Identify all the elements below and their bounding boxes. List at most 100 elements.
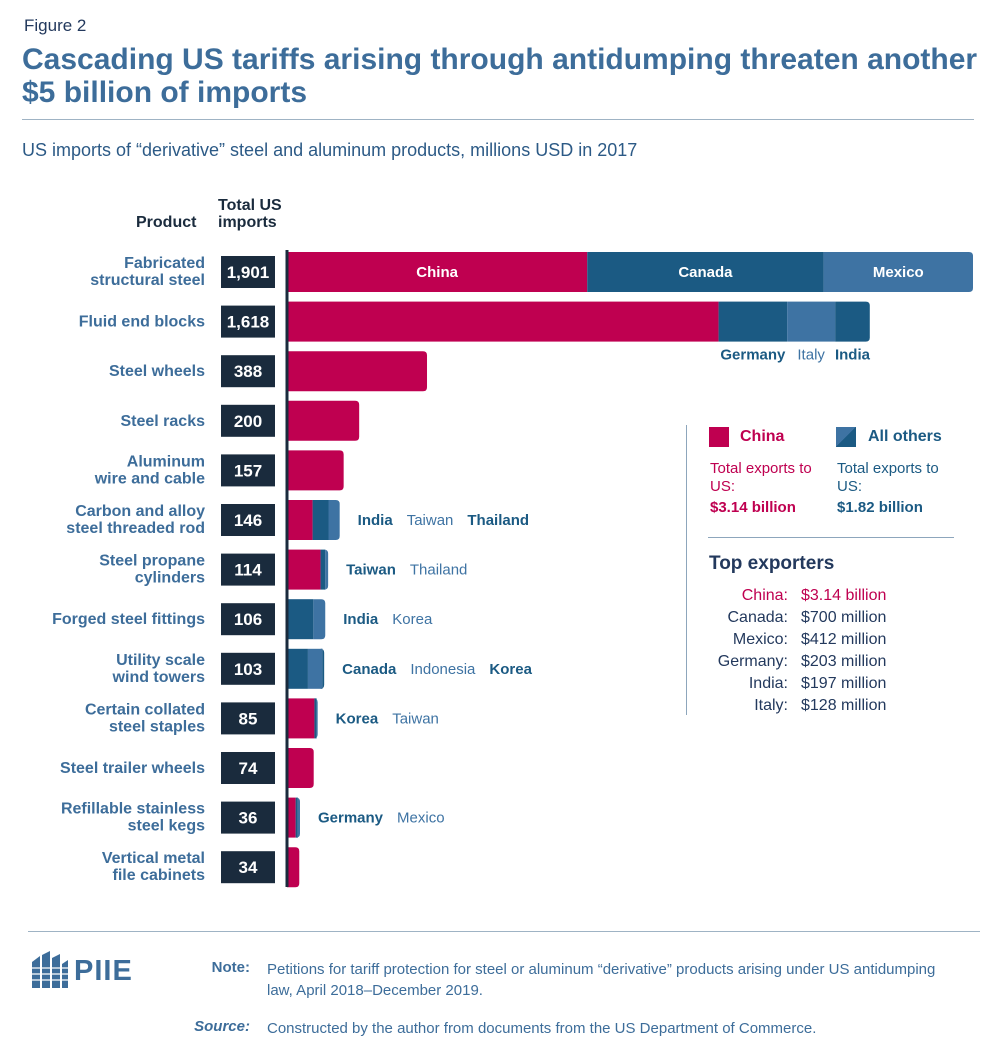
bar-segment	[328, 500, 340, 540]
top-exporter-value: $128 million	[801, 697, 887, 714]
product-label: structural steel	[90, 272, 205, 289]
bar-segment	[287, 252, 588, 292]
top-exporter-name: Canada:	[727, 609, 789, 626]
country-label: Taiwan	[392, 710, 439, 727]
country-label: Germany	[318, 810, 384, 827]
product-label: Steel wheels	[109, 363, 205, 380]
total-box	[221, 504, 275, 536]
total-value: 157	[234, 461, 262, 480]
bar-segment	[287, 648, 308, 689]
total-box	[221, 801, 275, 834]
figure-label: Figure 2	[24, 16, 87, 35]
total-value: 1,901	[227, 263, 270, 282]
total-value: 200	[234, 412, 262, 431]
bar-segment	[835, 301, 870, 342]
bar-segment	[295, 797, 298, 838]
total-box	[221, 752, 275, 784]
bar-segment	[287, 500, 313, 540]
total-value: 74	[239, 759, 258, 778]
segment-label: India	[835, 347, 871, 364]
total-value: 1,618	[227, 313, 270, 332]
source-text: Constructed by the author from documents…	[267, 1020, 817, 1037]
product-label: Steel trailer wheels	[60, 760, 205, 777]
product-label: wire and cable	[94, 470, 205, 487]
legend-sub-others: Total exports to US:	[837, 460, 939, 495]
legend-label-others: All others	[868, 428, 942, 445]
top-exporter-row: Germany: $203 million	[700, 653, 960, 675]
country-label: Korea	[489, 661, 532, 678]
country-label: Taiwan	[346, 562, 396, 579]
country-label: Korea	[336, 710, 379, 727]
product-label: Steel racks	[120, 413, 205, 430]
legend-divider	[686, 425, 687, 715]
country-label: Taiwan	[407, 512, 454, 529]
top-exporter-value: $3.14 billion	[801, 587, 887, 604]
source-key: Source:	[194, 1018, 250, 1035]
total-value: 114	[234, 561, 262, 580]
total-value: 85	[239, 709, 258, 728]
country-label: Canada	[342, 661, 397, 678]
country-label: Indonesia	[410, 661, 476, 678]
total-box	[221, 404, 275, 437]
top-exporter-name: Mexico:	[732, 631, 788, 648]
top-exporter-row: India: $197 million	[700, 675, 960, 697]
total-box	[221, 603, 275, 636]
bar-segment	[320, 549, 326, 590]
total-box	[221, 553, 275, 586]
total-column-header: Total US imports	[218, 197, 282, 231]
country-label: India	[358, 512, 394, 529]
bar-segment	[307, 648, 323, 689]
country-label: India	[343, 611, 379, 628]
total-box	[221, 355, 275, 388]
bar-segment	[324, 549, 329, 590]
top-exporter-value: $203 million	[801, 653, 887, 670]
total-box	[221, 256, 275, 288]
bar-segment	[287, 797, 296, 838]
bar-segment	[312, 500, 329, 540]
top-exporter-name: Germany:	[717, 653, 788, 670]
legend-sub-china: Total exports to US:	[710, 460, 812, 495]
product-label: Fluid end blocks	[79, 314, 205, 331]
chart-title: Cascading US tariffs arising through ant…	[22, 43, 978, 109]
bar-segment	[587, 252, 824, 292]
note-key: Note:	[211, 959, 250, 976]
country-label: Mexico	[397, 810, 445, 827]
segment-label: Mexico	[873, 264, 924, 281]
product-label: Aluminum	[127, 453, 205, 470]
total-value: 388	[234, 362, 262, 381]
top-exporter-name: China:	[741, 587, 788, 604]
product-label: wind towers	[112, 669, 206, 686]
segment-label: Italy	[797, 347, 825, 364]
bar-segment	[287, 698, 315, 739]
bar-segment	[287, 450, 344, 491]
top-exporter-row: Italy: $128 million	[700, 697, 960, 719]
total-box	[221, 305, 275, 338]
product-label: steel threaded rod	[66, 520, 205, 537]
title-divider	[22, 119, 974, 120]
bar-segment	[314, 698, 317, 739]
product-label: Carbon and alloy	[75, 503, 205, 520]
total-box	[221, 652, 275, 685]
legend-swatch-china	[709, 427, 729, 447]
product-label: cylinders	[135, 570, 205, 587]
bar-segment	[313, 599, 326, 640]
bar-segment	[287, 549, 321, 590]
product-label: Steel propane	[99, 553, 205, 570]
country-label: Thailand	[467, 512, 529, 529]
product-label: Fabricated	[124, 255, 205, 272]
top-exporter-value: $197 million	[801, 675, 887, 692]
top-exporter-value: $412 million	[801, 631, 887, 648]
top-exporter-row: Mexico: $412 million	[700, 631, 960, 653]
bar-segment	[295, 797, 300, 838]
total-box	[221, 851, 275, 884]
top-exporter-row: China: $3.14 billion	[700, 587, 960, 609]
bar-segment	[287, 400, 360, 441]
top-exporter-name: Italy:	[754, 697, 788, 714]
bar-segment	[718, 301, 788, 342]
bar-segment	[823, 252, 973, 292]
bar-segment	[313, 698, 318, 739]
bar-segment	[320, 648, 325, 689]
top-exporter-name: India:	[748, 675, 788, 692]
legend-value-china: $3.14 billion	[710, 499, 796, 516]
